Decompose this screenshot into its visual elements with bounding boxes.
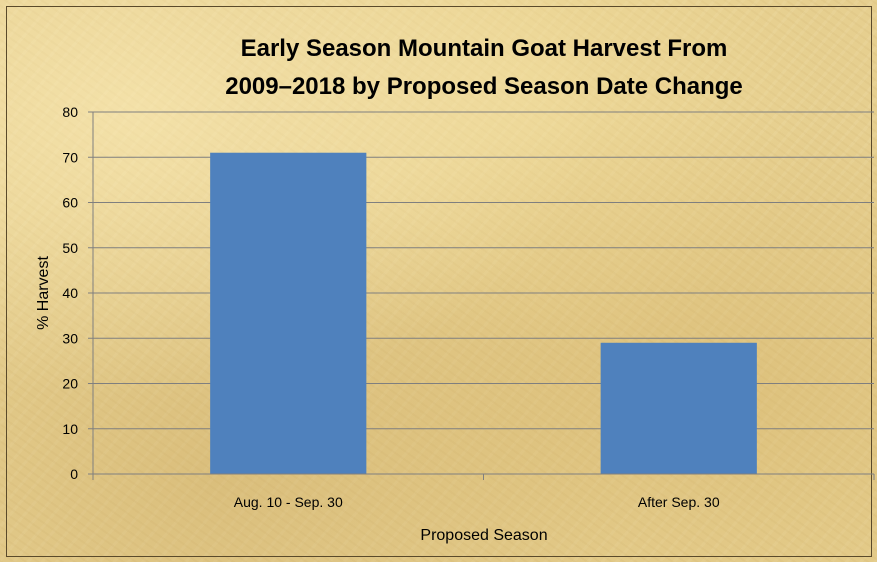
y-tick-label: 10 xyxy=(62,421,78,437)
y-tick-label: 70 xyxy=(62,149,78,165)
chart-title-line-1: Early Season Mountain Goat Harvest From xyxy=(241,35,728,62)
bar-1 xyxy=(210,152,367,474)
y-tick-label: 30 xyxy=(62,330,78,346)
y-tick-label: 0 xyxy=(70,466,78,482)
chart-title-line-2: 2009–2018 by Proposed Season Date Change xyxy=(225,73,743,100)
x-tick-label: Aug. 10 - Sep. 30 xyxy=(234,494,343,510)
x-axis-ticks xyxy=(92,474,875,480)
x-tick-labels: Aug. 10 - Sep. 30 After Sep. 30 xyxy=(234,494,720,510)
y-tick-label: 40 xyxy=(62,285,78,301)
y-tick-label: 50 xyxy=(62,240,78,256)
bars xyxy=(210,152,757,474)
bar-2 xyxy=(600,342,757,474)
y-axis-title: % Harvest xyxy=(35,256,52,330)
x-tick-label: After Sep. 30 xyxy=(638,494,720,510)
y-tick-label: 60 xyxy=(62,195,78,211)
y-tick-label: 20 xyxy=(62,376,78,392)
y-tick-labels: 0 10 20 30 40 50 60 70 80 xyxy=(62,104,78,482)
x-axis-title: Proposed Season xyxy=(420,527,547,544)
chart-frame xyxy=(6,6,872,557)
y-tick-label: 80 xyxy=(62,104,78,120)
